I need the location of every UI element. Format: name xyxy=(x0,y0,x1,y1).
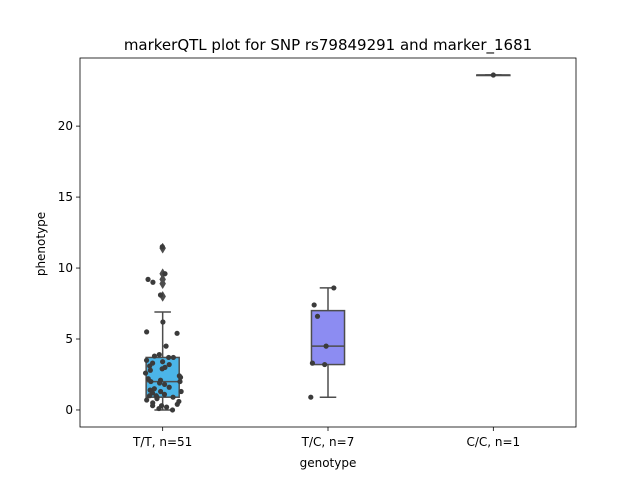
data-point xyxy=(156,405,162,412)
data-point xyxy=(157,292,164,298)
y-tick-label: 0 xyxy=(65,403,73,417)
data-point xyxy=(174,330,180,336)
plot-area: 0 5 10 15 20 T/T, n=51 T/C, n=7 C/C, n=1 xyxy=(58,57,577,449)
data-point xyxy=(147,363,153,369)
data-point xyxy=(142,370,149,376)
x-tick-label: T/T, n=51 xyxy=(132,435,192,449)
data-point xyxy=(314,313,321,319)
data-point xyxy=(151,353,158,359)
data-point xyxy=(156,352,162,358)
data-point xyxy=(146,393,153,399)
data-point xyxy=(163,404,170,410)
data-point xyxy=(177,378,183,385)
data-point xyxy=(163,343,169,349)
data-point xyxy=(148,378,154,385)
data-point xyxy=(161,381,168,388)
data-point xyxy=(323,343,329,349)
data-point xyxy=(159,244,165,250)
y-tick-label: 20 xyxy=(58,119,73,133)
data-point xyxy=(161,391,168,397)
data-point xyxy=(154,396,160,402)
data-point xyxy=(151,386,157,392)
y-tick-label: 15 xyxy=(58,190,73,204)
data-point xyxy=(170,394,176,400)
data-point xyxy=(166,354,172,361)
data-point xyxy=(331,285,337,291)
data-point xyxy=(156,380,163,386)
data-point xyxy=(160,359,166,365)
data-point xyxy=(158,388,164,395)
data-point xyxy=(322,361,328,368)
data-point xyxy=(166,361,172,368)
data-point xyxy=(147,367,153,373)
data-point xyxy=(311,302,317,308)
data-point xyxy=(174,401,180,407)
data-point xyxy=(178,388,184,395)
y-tick-label: 10 xyxy=(58,261,73,275)
data-point xyxy=(309,360,316,366)
data-point xyxy=(150,403,156,409)
data-point xyxy=(145,276,151,282)
data-point xyxy=(166,384,172,390)
x-axis-label: genotype xyxy=(300,456,357,470)
y-tick-label: 5 xyxy=(65,332,73,346)
data-point xyxy=(162,271,168,277)
x-tick-label: T/C, n=7 xyxy=(301,435,355,449)
chart-title: markerQTL plot for SNP rs79849291 and ma… xyxy=(124,36,532,55)
data-point xyxy=(169,407,176,413)
data-point xyxy=(144,329,150,335)
outlier-marker xyxy=(159,273,166,285)
data-point xyxy=(170,354,176,361)
data-point xyxy=(160,319,166,325)
data-point xyxy=(159,366,165,372)
data-point xyxy=(143,357,150,363)
data-point xyxy=(144,397,150,403)
y-axis-label: phenotype xyxy=(34,212,48,276)
data-point xyxy=(308,394,314,400)
data-point xyxy=(150,279,156,285)
data-point xyxy=(490,72,496,78)
box xyxy=(310,309,346,366)
data-point xyxy=(177,374,184,380)
x-tick-label: C/C, n=1 xyxy=(466,435,520,449)
